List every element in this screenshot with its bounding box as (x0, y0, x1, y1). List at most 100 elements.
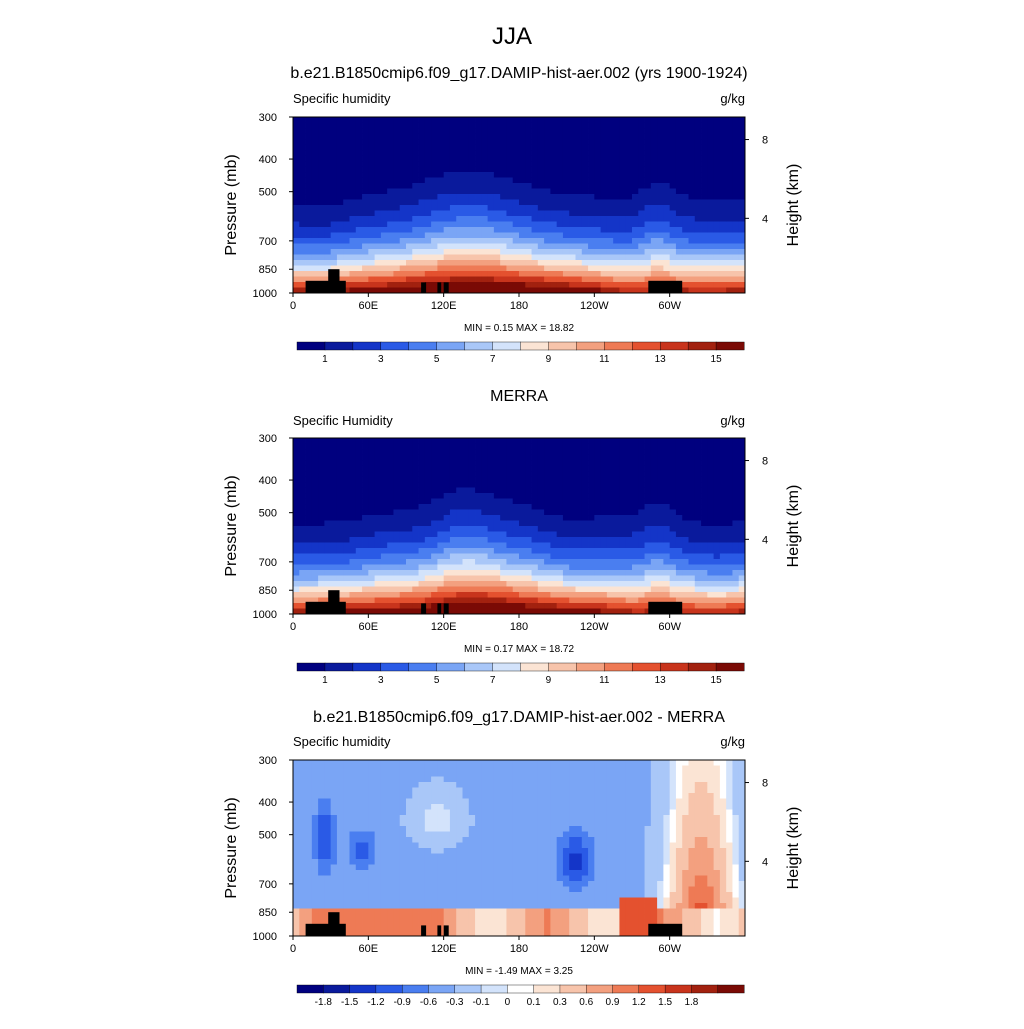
field-cell (544, 449, 551, 455)
field-cell (488, 766, 495, 772)
colorbar-label: 15 (711, 354, 723, 365)
field-cell (676, 760, 683, 766)
field-cell (412, 537, 419, 543)
field-cell (657, 238, 664, 244)
field-cell (444, 515, 451, 521)
field-cell (532, 766, 539, 772)
field-cell (513, 211, 520, 217)
field-cell (519, 134, 526, 140)
field-cell (293, 444, 300, 450)
field-cell (695, 260, 702, 266)
field-cell (701, 189, 708, 195)
field-cell (393, 471, 400, 477)
field-cell (619, 543, 626, 549)
field-cell (689, 526, 696, 532)
field-cell (506, 156, 513, 162)
field-cell (513, 183, 520, 189)
field-cell (331, 260, 338, 266)
field-cell (412, 266, 419, 272)
field-cell (463, 766, 470, 772)
field-cell (506, 123, 513, 129)
field-cell (626, 238, 633, 244)
field-cell (670, 548, 677, 554)
field-cell (695, 592, 702, 598)
field-cell (582, 526, 589, 532)
field-cell (419, 222, 426, 228)
field-cell (739, 521, 746, 527)
field-cell (375, 548, 382, 554)
field-cell (456, 260, 463, 266)
field-cell (469, 559, 476, 565)
field-cell (299, 227, 306, 233)
field-cell (707, 510, 714, 516)
field-cell (293, 189, 300, 195)
field-cell (525, 587, 532, 593)
field-cell (638, 117, 645, 123)
field-cell (689, 771, 696, 777)
field-cell (739, 559, 746, 565)
field-cell (676, 771, 683, 777)
field-cell (701, 592, 708, 598)
field-cell (525, 222, 532, 228)
field-cell (532, 161, 539, 167)
field-cell (500, 238, 507, 244)
field-cell (557, 581, 564, 587)
field-cell (306, 145, 313, 151)
field-cell (356, 266, 363, 272)
field-cell (538, 548, 545, 554)
field-cell (676, 471, 683, 477)
field-cell (651, 477, 658, 483)
field-cell (299, 167, 306, 173)
field-cell (425, 477, 432, 483)
field-cell (481, 587, 488, 593)
field-cell (569, 482, 576, 488)
field-cell (343, 554, 350, 560)
field-cell (350, 139, 357, 145)
field-cell (714, 128, 721, 134)
field-cell (657, 205, 664, 211)
field-cell (400, 581, 407, 587)
field-cell (613, 587, 620, 593)
field-cell (475, 189, 482, 195)
field-cell (312, 499, 319, 505)
field-cell (663, 156, 670, 162)
field-cell (588, 266, 595, 272)
field-cell (368, 167, 375, 173)
field-cell (689, 244, 696, 250)
field-cell (613, 449, 620, 455)
field-cell (613, 216, 620, 222)
field-cell (400, 449, 407, 455)
field-cell (368, 766, 375, 772)
field-cell (663, 255, 670, 261)
field-cell (714, 532, 721, 538)
field-cell (701, 493, 708, 499)
field-cell (651, 581, 658, 587)
field-cell (343, 482, 350, 488)
field-cell (431, 282, 438, 288)
field-cell (513, 488, 520, 494)
field-cell (475, 554, 482, 560)
field-cell (368, 603, 375, 609)
field-cell (657, 499, 664, 505)
field-cell (588, 139, 595, 145)
field-cell (663, 128, 670, 134)
field-cell (293, 581, 300, 587)
field-cell (651, 482, 658, 488)
field-cell (588, 537, 595, 543)
field-cell (588, 592, 595, 598)
field-cell (695, 598, 702, 604)
field-cell (645, 592, 652, 598)
field-cell (689, 233, 696, 239)
field-cell (607, 766, 614, 772)
field-cell (293, 139, 300, 145)
field-cell (306, 777, 313, 783)
field-cell (732, 123, 739, 129)
field-cell (663, 471, 670, 477)
field-cell (626, 167, 633, 173)
field-cell (475, 581, 482, 587)
field-cell (393, 771, 400, 777)
field-cell (375, 532, 382, 538)
field-cell (481, 222, 488, 228)
field-cell (444, 766, 451, 772)
field-cell (582, 460, 589, 466)
